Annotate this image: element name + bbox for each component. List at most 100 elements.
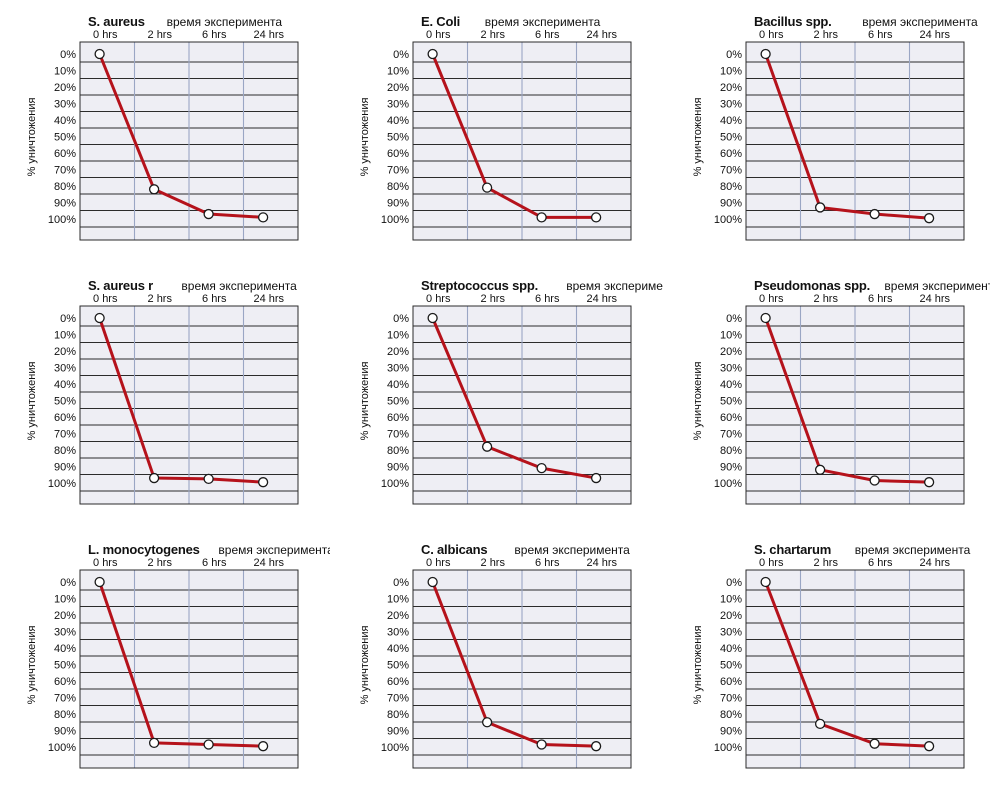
chart-panel: S. aureus r время эксперимента 0% 10% 20% 30%… [0, 264, 330, 526]
y-tick-label: 20% [720, 82, 742, 94]
y-tick-label: 50% [54, 132, 76, 144]
y-tick-label: 20% [54, 610, 76, 622]
y-tick-label: 60% [54, 148, 76, 160]
y-tick-label: 20% [720, 346, 742, 358]
y-tick-label: 70% [387, 693, 409, 705]
x-category-label: 2 hrs [481, 557, 506, 569]
y-tick-label: 20% [720, 610, 742, 622]
y-tick-label: 100% [714, 742, 742, 754]
x-category-label: 6 hrs [202, 293, 227, 305]
chart-svg: E. Coli время эксперимента 0% 10% 20% 30% 40% 5… [359, 14, 632, 241]
series-line [764, 53, 930, 220]
x-category-label: 6 hrs [202, 557, 227, 569]
chart-panel: Streptococcus spp. время эксперимента 0% 10… [333, 264, 663, 526]
y-tick-label: 0% [393, 313, 409, 325]
y-tick-label: 100% [381, 478, 409, 490]
y-tick-label: 90% [54, 462, 76, 474]
y-tick-label: 0% [726, 49, 742, 61]
y-tick-label: 10% [720, 66, 742, 78]
chart-svg: Streptococcus spp. время эксперимента 0% 10… [359, 278, 663, 505]
x-category-label: 24 hrs [253, 293, 284, 305]
chart-title: S. aureus [88, 14, 145, 29]
data-point [481, 441, 493, 452]
y-tick-label: 90% [720, 462, 742, 474]
y-tick-label: 80% [720, 445, 742, 457]
data-point [760, 312, 771, 324]
y-tick-label: 10% [720, 594, 742, 606]
y-tick-label: 70% [387, 165, 409, 177]
x-category-label: 0 hrs [426, 29, 451, 41]
series-line [431, 53, 597, 219]
data-point [869, 208, 880, 220]
y-tick-label: 30% [54, 99, 76, 111]
data-point [536, 462, 547, 474]
y-tick-label: 90% [387, 198, 409, 210]
x-category-label: 24 hrs [586, 29, 617, 41]
chart-svg: C. albicans время эксперимента 0% 10% 20% 30%… [359, 542, 632, 769]
chart-subtitle: время эксперимента [218, 543, 330, 557]
y-tick-label: 20% [54, 346, 76, 358]
y-tick-label: 0% [60, 49, 76, 61]
data-point [148, 737, 160, 749]
x-category-label: 6 hrs [202, 29, 227, 41]
y-tick-label: 40% [387, 379, 409, 391]
chart-subtitle: время эксперимента [485, 15, 601, 29]
y-tick-label: 70% [720, 693, 742, 705]
chart-title: L. monocytogenes [88, 542, 200, 557]
y-tick-label: 50% [387, 396, 409, 408]
x-category-label: 2 hrs [481, 293, 506, 305]
chart-panel: Bacillus spp. время эксперимента 0% 10% 20% 3… [666, 0, 990, 262]
y-axis-label: % уничтожения [359, 98, 371, 177]
x-category-label: 2 hrs [481, 29, 506, 41]
y-tick-label: 70% [387, 429, 409, 441]
x-category-label: 0 hrs [93, 557, 118, 569]
y-tick-label: 80% [387, 181, 409, 193]
y-axis-label: % уничтожения [359, 626, 371, 705]
x-category-label: 6 hrs [868, 29, 893, 41]
x-category-label: 6 hrs [535, 293, 560, 305]
y-tick-label: 100% [381, 214, 409, 226]
x-category-label: 0 hrs [759, 293, 784, 305]
data-point [427, 48, 438, 60]
x-category-label: 6 hrs [868, 557, 893, 569]
chart-title: Pseudomonas spp. [754, 278, 870, 293]
chart-subtitle: время эксперимента [181, 279, 297, 293]
series-line [431, 581, 597, 748]
data-point [257, 741, 269, 752]
y-tick-label: 30% [387, 99, 409, 111]
chart-svg: Bacillus spp. время эксперимента 0% 10% 20% 3… [692, 14, 978, 241]
x-category-label: 0 hrs [426, 557, 451, 569]
y-tick-label: 40% [720, 379, 742, 391]
chart-title: S. aureus r [88, 278, 153, 293]
plot-frame [79, 569, 299, 769]
x-category-label: 0 hrs [426, 293, 451, 305]
x-category-label: 0 hrs [93, 293, 118, 305]
x-category-label: 0 hrs [759, 29, 784, 41]
data-point [590, 741, 602, 752]
data-point [869, 738, 880, 749]
y-tick-label: 40% [387, 115, 409, 127]
y-tick-label: 90% [720, 726, 742, 738]
chart-svg: S. aureus время эксперимента 0% 10% 20% 30% 40… [26, 14, 299, 241]
chart-svg: Pseudomonas spp. время эксперимента 0% 10% 2… [692, 278, 990, 505]
series-line [431, 317, 597, 480]
data-point [760, 48, 771, 60]
x-category-label: 2 hrs [814, 557, 839, 569]
chart-svg: S. aureus r время эксперимента 0% 10% 20% 30%… [26, 278, 299, 505]
y-tick-label: 30% [720, 627, 742, 639]
data-point [760, 576, 771, 588]
x-category-label: 2 hrs [814, 293, 839, 305]
data-point [427, 312, 438, 324]
y-tick-label: 60% [54, 412, 76, 424]
data-point [427, 576, 438, 588]
y-tick-label: 20% [387, 610, 409, 622]
x-category-label: 24 hrs [253, 557, 284, 569]
y-tick-label: 60% [720, 676, 742, 688]
y-tick-label: 100% [714, 478, 742, 490]
y-tick-label: 0% [60, 313, 76, 325]
y-tick-label: 90% [387, 462, 409, 474]
y-tick-label: 90% [54, 726, 76, 738]
y-tick-label: 30% [54, 363, 76, 375]
y-tick-label: 50% [54, 396, 76, 408]
plot-frame [79, 41, 299, 241]
